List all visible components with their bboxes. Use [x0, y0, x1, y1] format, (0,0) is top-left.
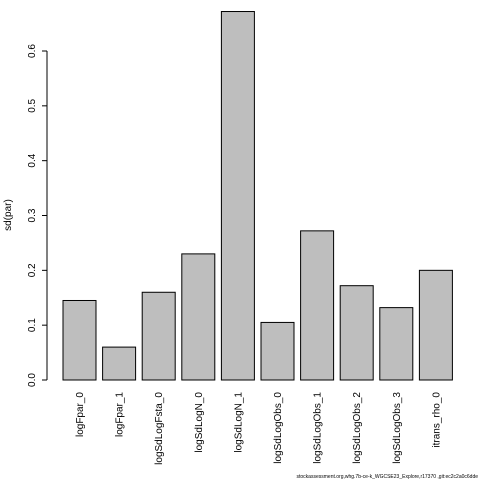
bar-logSdLogObs_0: [260, 321, 295, 381]
y-tick-label: 0.6: [27, 44, 38, 58]
bar-logSdLogN_0: [181, 253, 216, 381]
x-tick-label: logSdLogObs_1: [313, 392, 324, 464]
y-tick-label: 0.0: [27, 373, 38, 387]
y-tick-label: 0.3: [27, 208, 38, 222]
x-labels-group: logFpar_0 logFpar_1 logSdLogFsta_0 logSdLog…: [75, 392, 442, 465]
bar-logSdLogObs_3: [379, 307, 414, 381]
footnote: stockassessment.org,whg.7b-ce-k_WGCSE23_…: [297, 474, 479, 480]
x-tick-label: logSdLogN_1: [233, 392, 244, 453]
y-tick-label: 0.2: [27, 263, 38, 277]
x-tick-label: logFpar_1: [115, 392, 126, 437]
x-tick-label: logSdLogObs_2: [352, 392, 363, 464]
bar-logSdLogObs_1: [300, 230, 335, 381]
x-tick-label: logSdLogFsta_0: [154, 392, 165, 465]
bar-logSdLogFsta_0: [141, 291, 176, 381]
bar-itrans_rho_0: [418, 269, 453, 381]
y-axis: 0.0 0.1 0.2 0.3 0.4 0.5 0.6: [27, 44, 48, 387]
y-tick-label: 0.4: [27, 153, 38, 167]
bars-group: [62, 11, 453, 381]
bar-logSdLogObs_2: [339, 285, 374, 381]
y-axis-title: sd(par): [3, 199, 14, 231]
y-tick-label: 0.5: [27, 98, 38, 112]
x-tick-label: logSdLogObs_0: [273, 392, 284, 464]
x-tick-label: logSdLogN_0: [194, 392, 205, 453]
bar-logFpar_1: [102, 346, 137, 381]
x-tick-label: itrans_rho_0: [431, 392, 442, 448]
bar-logFpar_0: [62, 299, 97, 381]
bar-logSdLogN_1: [220, 11, 255, 381]
x-tick-label: logFpar_0: [75, 392, 86, 437]
x-tick-label: logSdLogObs_3: [392, 392, 403, 464]
y-ticks-group: 0.0 0.1 0.2 0.3 0.4 0.5 0.6: [27, 44, 47, 387]
y-tick-label: 0.1: [27, 318, 38, 332]
